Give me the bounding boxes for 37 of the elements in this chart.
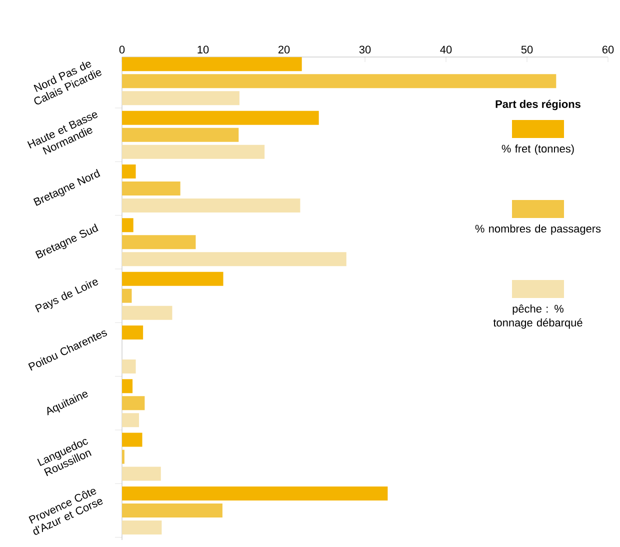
bar xyxy=(122,520,162,534)
x-tick-label: 30 xyxy=(359,46,371,54)
bar xyxy=(122,57,302,72)
x-tick-label: 50 xyxy=(521,46,533,54)
bar xyxy=(122,235,196,250)
legend-label: % nombres de passagers xyxy=(475,224,601,235)
bar xyxy=(122,252,346,266)
bar xyxy=(122,325,144,340)
bar xyxy=(122,74,556,88)
bar xyxy=(122,181,180,196)
bar xyxy=(122,466,161,481)
bar xyxy=(122,379,133,394)
bar xyxy=(122,218,134,232)
x-tick-label: 20 xyxy=(278,46,290,54)
bar xyxy=(122,272,224,286)
bar xyxy=(122,486,388,500)
bar xyxy=(122,306,172,320)
legend-title: Part des régions xyxy=(496,100,580,110)
legend-label: pêche : % tonnage débarqué xyxy=(493,304,582,329)
bar xyxy=(122,164,136,178)
bar xyxy=(122,144,265,159)
bar xyxy=(122,432,142,447)
bar xyxy=(122,396,145,410)
bar xyxy=(122,110,319,125)
x-tick-label: 40 xyxy=(440,46,452,54)
x-tick-label: 60 xyxy=(602,46,614,54)
bar xyxy=(122,503,222,518)
bar xyxy=(122,288,132,303)
legend-label: % fret (tonnes) xyxy=(502,144,574,155)
x-tick-label: 0 xyxy=(119,46,125,54)
bar xyxy=(122,128,239,142)
bar xyxy=(122,91,240,106)
x-tick-label: 10 xyxy=(198,46,209,54)
bar xyxy=(122,413,140,428)
bar xyxy=(122,198,300,212)
y-tick-label: Pays de Loire xyxy=(35,280,98,312)
bar xyxy=(122,359,136,374)
